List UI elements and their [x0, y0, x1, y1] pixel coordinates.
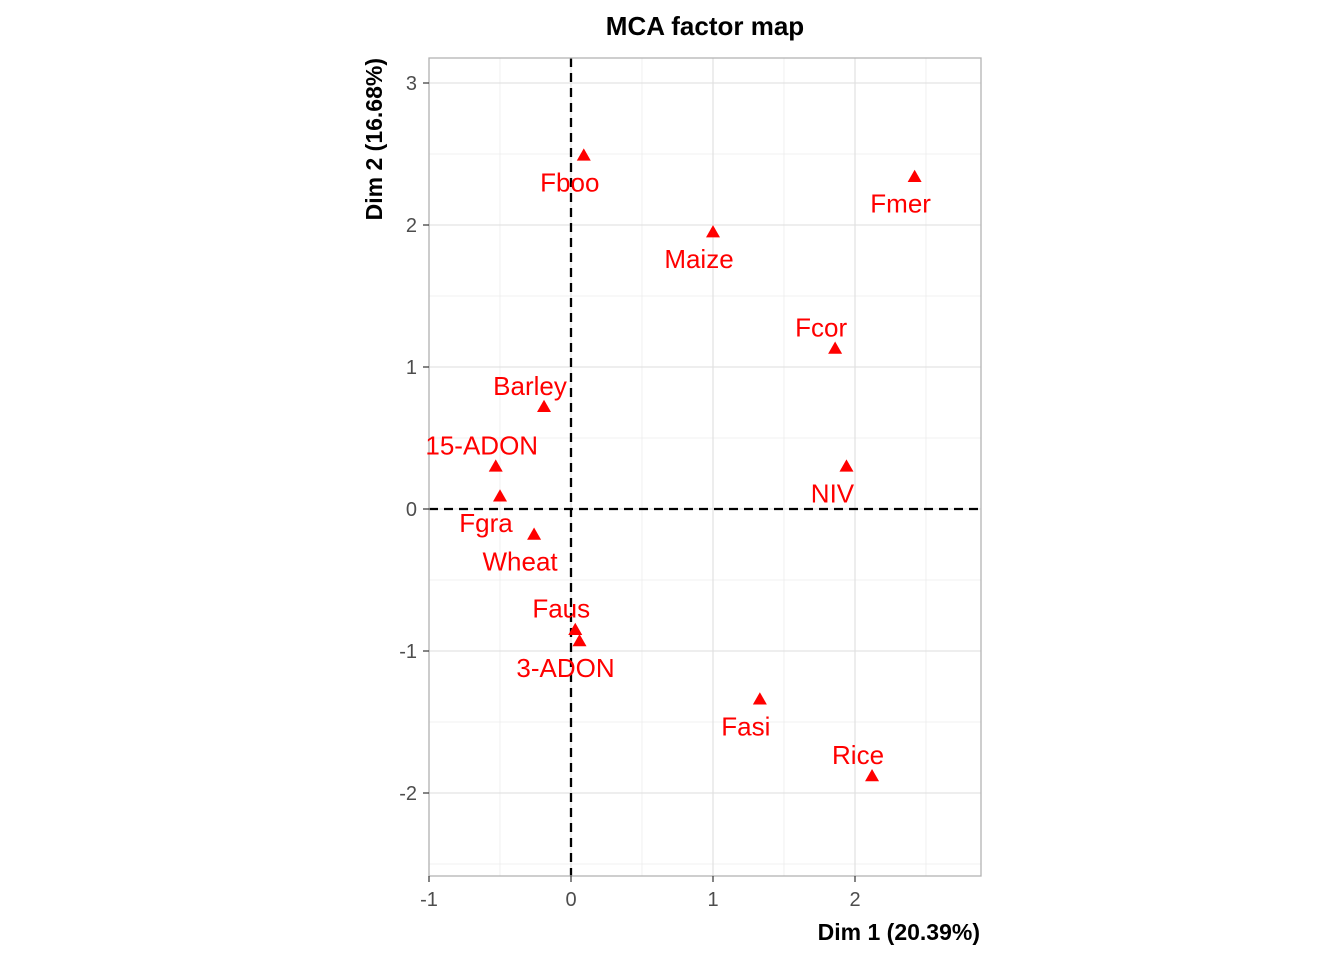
y-tick-label: 1: [406, 357, 417, 379]
point-label: Fboo: [540, 167, 599, 197]
data-point: 3-ADON: [516, 634, 615, 683]
axis-ticks: -1 0 1 2 -2 -1 0 1 2 3: [399, 73, 860, 911]
y-tick-label: -1: [399, 641, 417, 663]
data-point: Fboo: [540, 148, 599, 197]
triangle-marker: [752, 692, 767, 705]
x-tick-label: -1: [420, 889, 438, 911]
data-point: Maize: [664, 225, 734, 274]
triangle-marker: [568, 622, 583, 635]
plot-panel: [428, 57, 982, 877]
triangle-marker: [527, 527, 542, 540]
y-axis-title: Dim 2 (16.68%): [361, 58, 387, 220]
point-label: Maize: [664, 244, 733, 274]
triangle-marker: [493, 489, 507, 502]
point-label: Fcor: [795, 313, 847, 343]
triangle-marker: [572, 634, 587, 647]
point-label: 15-ADON: [425, 430, 538, 460]
x-tick-label: 1: [707, 889, 718, 911]
triangle-marker: [706, 225, 720, 238]
y-tick-label: 2: [406, 215, 417, 237]
data-points: Fboo Fmer Maize Fcor Barley 15-ADON NIV Fgra Whe…: [425, 148, 931, 782]
y-tick-label: 0: [406, 499, 417, 521]
x-tick-label: 2: [849, 889, 860, 911]
triangle-marker: [488, 459, 503, 472]
data-point: Fmer: [870, 169, 931, 219]
chart-title: MCA factor map: [606, 11, 804, 41]
data-point: Wheat: [483, 527, 559, 577]
data-point: 15-ADON: [425, 430, 538, 472]
data-point: Faus: [532, 594, 590, 635]
x-tick-label: 0: [565, 889, 576, 911]
point-label: Faus: [532, 594, 590, 624]
y-tick-label: 3: [406, 73, 417, 95]
triangle-marker: [576, 148, 591, 161]
point-label: Fasi: [721, 711, 770, 741]
point-label: Barley: [493, 371, 567, 401]
data-point: Fcor: [795, 313, 847, 354]
data-point: NIV: [811, 459, 855, 508]
point-label: NIV: [811, 478, 855, 508]
triangle-marker: [839, 459, 854, 472]
point-label: Fmer: [870, 189, 931, 219]
data-point: Fasi: [721, 692, 770, 741]
point-label: Rice: [832, 740, 884, 770]
grid: [428, 58, 981, 876]
triangle-marker: [907, 169, 922, 182]
data-point: Rice: [832, 740, 884, 782]
data-point: Fgra: [459, 489, 513, 538]
data-point: Barley: [493, 371, 567, 413]
point-label: Fgra: [459, 508, 513, 538]
point-label: Wheat: [483, 547, 559, 577]
triangle-marker: [865, 768, 880, 782]
x-axis-title: Dim 1 (20.39%): [818, 919, 980, 945]
y-tick-label: -2: [399, 783, 417, 805]
triangle-marker: [537, 399, 552, 413]
triangle-marker: [828, 341, 843, 354]
reference-lines: [429, 58, 981, 876]
point-label: 3-ADON: [516, 653, 614, 683]
